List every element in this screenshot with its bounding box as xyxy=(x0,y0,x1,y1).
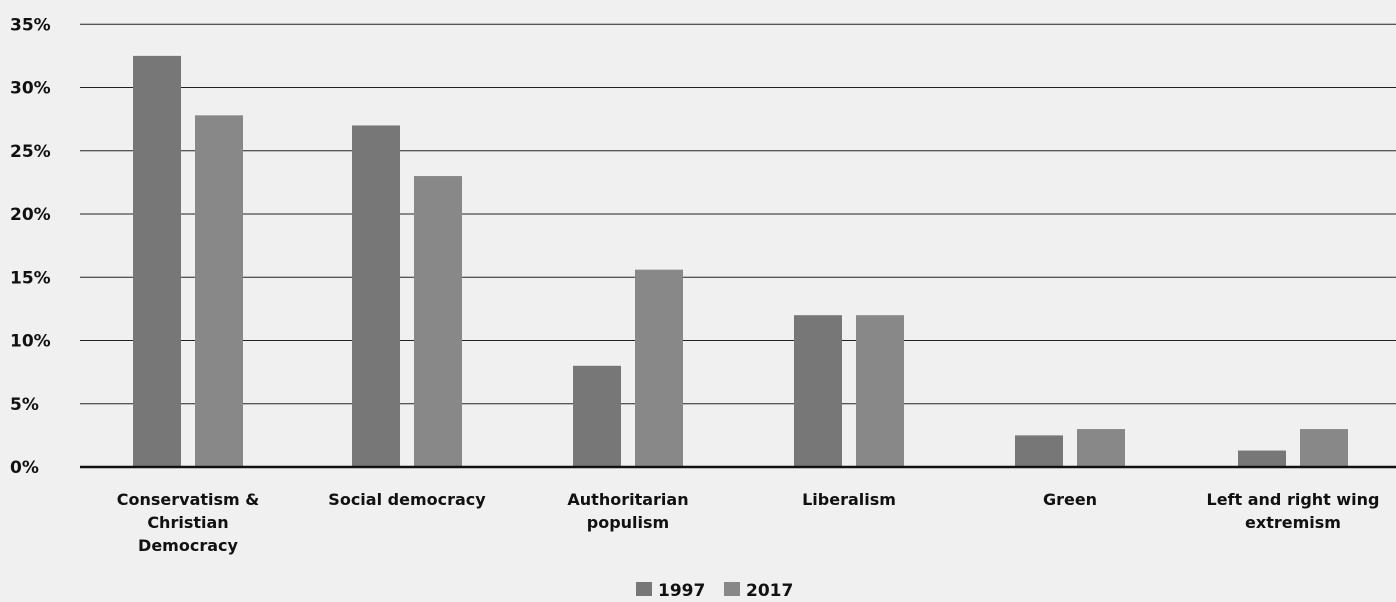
bar-1997-4 xyxy=(1015,435,1063,467)
y-tick-label: 25% xyxy=(10,142,51,162)
y-tick-label: 30% xyxy=(10,79,51,99)
bar-1997-2 xyxy=(573,365,621,467)
y-tick-label: 10% xyxy=(10,332,51,352)
legend-swatch-1997 xyxy=(636,582,652,596)
y-tick-label: 20% xyxy=(10,205,51,225)
legend-label-1997: 1997 xyxy=(658,581,705,601)
bar-2017-3 xyxy=(856,315,904,467)
bar-2017-1 xyxy=(414,176,462,468)
x-category-label: Authoritarian populism xyxy=(567,490,688,532)
bar-1997-3 xyxy=(794,315,842,467)
bar-2017-5 xyxy=(1300,429,1348,467)
legend-label-2017: 2017 xyxy=(746,581,793,601)
x-category-label: Left and right wing extremism xyxy=(1207,490,1380,532)
x-category-label: Conservatism & Christian Democracy xyxy=(117,490,260,555)
bar-2017-2 xyxy=(635,269,683,467)
bar-1997-1 xyxy=(352,125,400,467)
y-tick-label: 5% xyxy=(10,395,39,415)
legend-swatch-2017 xyxy=(724,582,740,596)
bar-2017-0 xyxy=(195,115,243,467)
x-category-label: Green xyxy=(1043,490,1097,509)
y-tick-label: 0% xyxy=(10,458,39,478)
bar-1997-5 xyxy=(1238,450,1286,467)
x-category-label: Social democracy xyxy=(328,490,486,509)
bar-1997-0 xyxy=(133,55,181,467)
y-tick-label: 15% xyxy=(10,268,51,288)
y-tick-label: 35% xyxy=(10,15,51,35)
x-category-label: Liberalism xyxy=(802,490,896,509)
bar-2017-4 xyxy=(1077,429,1125,467)
